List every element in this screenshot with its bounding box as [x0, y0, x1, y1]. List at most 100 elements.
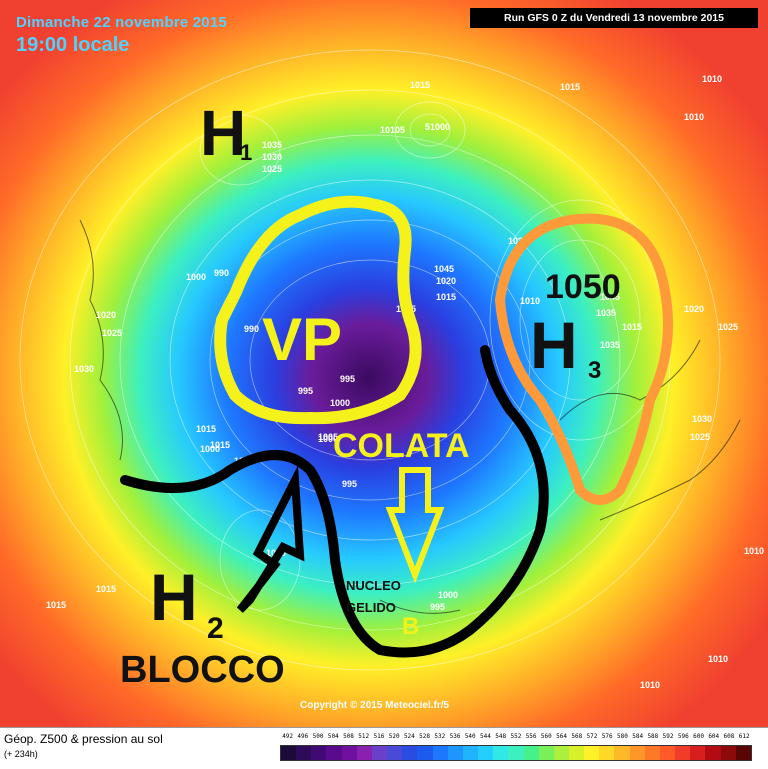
legend-tick-labels: 492 496 500 504 508 512 516 520 524 528 532 536 540 5…: [280, 733, 752, 740]
pressure-label: 1010: [744, 546, 764, 556]
pressure-label: 51000: [425, 122, 450, 132]
h2-label: H: [150, 560, 198, 634]
legend-swatch: [432, 746, 448, 760]
pressure-label: 1010: [520, 296, 540, 306]
legend-swatch: [478, 746, 494, 760]
legend-panel: Géop. Z500 & pression au sol (+ 234h) 49…: [0, 727, 768, 769]
vp-label: VP: [262, 306, 342, 373]
legend-tick: 496: [297, 733, 309, 740]
pressure-label: 1045: [600, 292, 620, 302]
pressure-label: 1000: [438, 590, 458, 600]
pressure-label: 995: [298, 386, 313, 396]
legend-tick: 524: [403, 733, 415, 740]
legend-color-bar: [280, 745, 752, 761]
pressure-label: 1030: [74, 364, 94, 374]
pressure-label: 1030: [692, 414, 712, 424]
legend-swatch: [523, 746, 539, 760]
pressure-label: 1005: [318, 432, 338, 442]
pressure-label: 995: [430, 602, 445, 612]
h3-label: H: [530, 308, 578, 382]
pressure-label: 10105: [380, 125, 405, 135]
legend-tick: 588: [647, 733, 659, 740]
legend-tick: 556: [525, 733, 537, 740]
pressure-label: 1035: [262, 140, 282, 150]
legend-tick: 544: [480, 733, 491, 740]
model-run-banner: Run GFS 0 Z du Vendredi 13 novembre 2015: [470, 8, 758, 28]
map-background: [0, 0, 768, 727]
pressure-label: 1025: [102, 328, 122, 338]
forecast-date: Dimanche 22 novembre 2015: [16, 14, 227, 31]
legend-swatch: [371, 746, 388, 760]
pressure-label: 1000: [186, 272, 206, 282]
legend-title: Géop. Z500 & pression au sol: [4, 732, 163, 746]
legend-swatch: [675, 746, 691, 760]
legend-swatch: [614, 746, 630, 760]
h1-subscript: 1: [240, 140, 252, 165]
legend-tick: 512: [358, 733, 370, 740]
pressure-label: 1035: [600, 340, 620, 350]
pressure-label: 1020: [436, 276, 456, 286]
legend-swatch: [720, 746, 736, 760]
legend-tick: 584: [632, 733, 644, 740]
trough-line: [120, 345, 549, 658]
legend-tick: 548: [495, 733, 507, 740]
legend-tick: 580: [617, 733, 628, 740]
forecast-time: 19:00 locale: [16, 34, 130, 56]
pressure-label: 1015: [560, 82, 580, 92]
legend-swatch: [341, 746, 357, 760]
nucleo-label-line1: NUCLEO: [346, 578, 401, 593]
pressure-label: 1015: [196, 424, 216, 434]
legend-swatch: [584, 746, 600, 760]
pressure-label: 1010: [684, 112, 704, 122]
pressure-label: 995: [342, 479, 357, 489]
pressure-label: 1025: [508, 236, 528, 246]
legend-swatch: [417, 746, 433, 760]
pressure-label: 1015: [436, 292, 456, 302]
h2-subscript: 2: [207, 612, 224, 645]
legend-tick: 552: [510, 733, 522, 740]
legend-tick: 508: [343, 733, 354, 740]
colata-arrow: [385, 467, 445, 584]
legend-swatch: [311, 746, 327, 760]
pressure-label: 1025: [262, 164, 282, 174]
legend-tick: 500: [312, 733, 324, 740]
pressure-label: 1010: [708, 654, 728, 664]
legend-swatch: [447, 746, 463, 760]
legend-tick: 576: [601, 733, 613, 740]
pressure-label: 1025: [690, 432, 710, 442]
legend-swatch: [644, 746, 660, 760]
pressure-label: 1015: [410, 80, 430, 90]
colata-label: COLATA: [333, 427, 470, 465]
legend-swatch: [553, 746, 569, 760]
h3-outline: [494, 213, 673, 505]
legend-tick: 536: [449, 733, 461, 740]
legend-tick: 572: [586, 733, 598, 740]
legend-swatch: [690, 746, 706, 760]
legend-swatch: [629, 746, 645, 760]
low-b-label: B: [402, 613, 419, 640]
legend-tick: 520: [388, 733, 400, 740]
legend-swatch: [659, 746, 676, 760]
geopotential-map: 1015 10105 51000 1025 1030 1035 1000 990 1020 102…: [0, 0, 768, 727]
legend-tick: 504: [327, 733, 339, 740]
legend-swatch: [326, 746, 342, 760]
legend-tick: 568: [571, 733, 583, 740]
legend-swatch: [538, 746, 554, 760]
coastlines: [79, 219, 741, 614]
pressure-label: 1000: [318, 434, 338, 444]
legend-tick: 516: [373, 733, 385, 740]
legend-tick: 600: [693, 733, 704, 740]
legend-swatch: [735, 746, 751, 760]
legend-swatch: [508, 746, 524, 760]
pressure-label: 1015: [46, 600, 66, 610]
legend-swatch: [387, 746, 403, 760]
polar-vortex-outline: [214, 195, 422, 425]
pressure-label: 995: [340, 374, 355, 384]
legend-swatch: [493, 746, 509, 760]
pressure-label: 1015: [96, 584, 116, 594]
legend-tick: 592: [662, 733, 674, 740]
legend-swatch: [568, 746, 585, 760]
pressure-label: 1015: [622, 322, 642, 332]
legend-tick: 608: [723, 733, 735, 740]
